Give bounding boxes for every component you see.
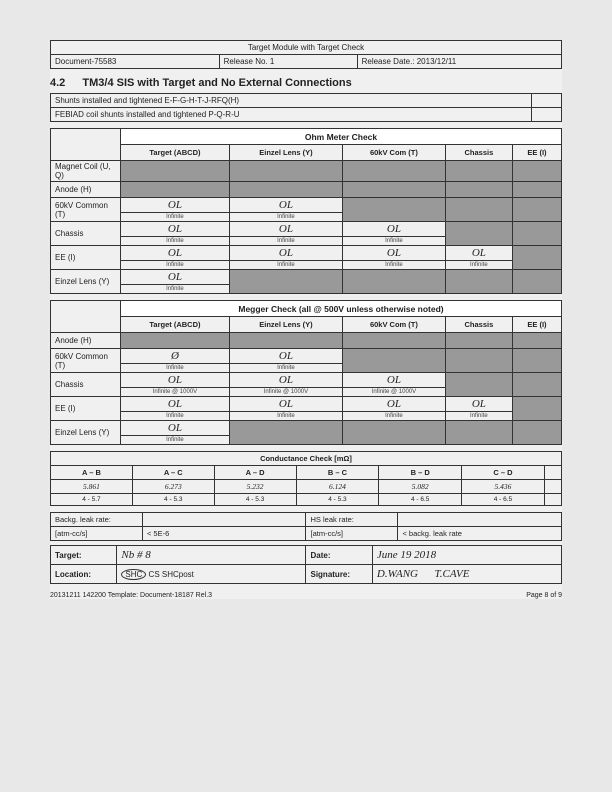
conductance-check: Conductance Check [mΩ]A – BA – CA – DB –… [50,451,562,506]
backg-limit: < 5E-6 [142,527,306,541]
signature-label: Signature: [306,565,372,584]
hs-unit: [atm-cc/s] [306,527,398,541]
footer-right: Page 8 of 9 [526,592,562,599]
backg-unit: [atm-cc/s] [51,527,143,541]
backg-leak-value [142,513,306,527]
doc-number: Document-75583 [51,55,220,69]
header-table: Target Module with Target Check Document… [50,40,562,69]
hs-leak-label: HS leak rate: [306,513,398,527]
target-value: Nb # 8 [117,546,306,565]
location-value: SHC CS SHCpost [117,565,306,584]
shunts-row1: Shunts installed and tightened E-F-G-H-T… [51,94,532,108]
location-label: Location: [51,565,117,584]
signature-value: D.WANG T.CAVE [372,565,561,584]
megger-check: Megger Check (all @ 500V unless otherwis… [50,300,562,445]
header-title: Target Module with Target Check [51,41,562,55]
hs-leak-value [398,513,562,527]
hs-limit: < backg. leak rate [398,527,562,541]
signature-table: Target: Nb # 8 Date: June 19 2018 Locati… [50,545,562,584]
ohm-meter-check: Ohm Meter CheckTarget (ABCD)Einzel Lens … [50,128,562,294]
date-value: June 19 2018 [372,546,561,565]
footer: 20131211 142200 Template: Document-18187… [50,592,562,599]
backg-leak-label: Backg. leak rate: [51,513,143,527]
section-title: 4.2 TM3/4 SIS with Target and No Externa… [50,77,562,89]
release-no: Release No. 1 [219,55,357,69]
leak-rate-table: Backg. leak rate: HS leak rate: [atm-cc/… [50,512,562,541]
date-label: Date: [306,546,372,565]
shunts-row2: FEBIAD coil shunts installed and tighten… [51,108,532,122]
release-date: Release Date.: 2013/12/11 [357,55,561,69]
shunts-table: Shunts installed and tightened E-F-G-H-T… [50,93,562,122]
target-label: Target: [51,546,117,565]
footer-left: 20131211 142200 Template: Document-18187… [50,592,212,599]
